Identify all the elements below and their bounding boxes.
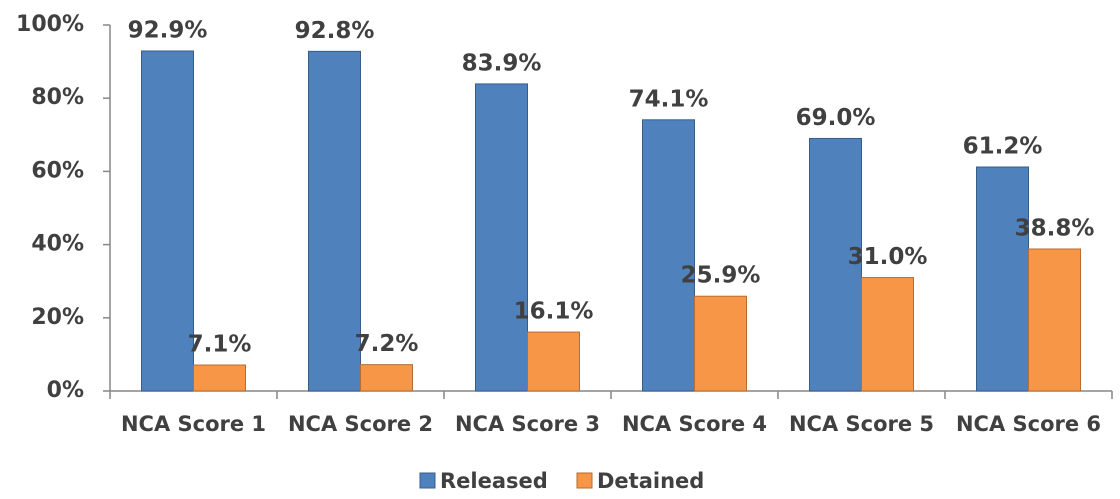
bar <box>809 137 862 392</box>
x-tick-label: NCA Score 2 <box>288 412 433 436</box>
data-label: 92.9% <box>128 17 208 43</box>
x-tick-label: NCA Score 3 <box>455 412 600 436</box>
legend-swatch <box>419 472 436 489</box>
bar <box>360 364 413 392</box>
y-tick-label: 60% <box>31 158 84 183</box>
data-label: 16.1% <box>514 299 594 325</box>
bar <box>694 295 747 392</box>
data-label: 7.1% <box>188 332 252 358</box>
y-tick-label: 40% <box>31 232 84 257</box>
data-label: 31.0% <box>848 244 928 270</box>
data-label: 92.8% <box>295 18 375 44</box>
legend-swatch <box>576 472 593 489</box>
bar <box>861 277 914 392</box>
bar <box>1028 248 1081 392</box>
x-tick-label: NCA Score 6 <box>956 412 1101 436</box>
data-label: 69.0% <box>796 105 876 131</box>
bar <box>475 83 528 392</box>
bar <box>308 50 361 392</box>
x-tick-label: NCA Score 1 <box>121 412 266 436</box>
bar <box>141 50 194 392</box>
bar <box>193 364 246 392</box>
data-label: 38.8% <box>1015 215 1095 241</box>
y-tick-label: 0% <box>47 378 84 403</box>
bar <box>642 119 695 392</box>
legend-label: Detained <box>597 469 704 493</box>
data-label: 61.2% <box>963 134 1043 160</box>
y-tick-label: 20% <box>31 305 84 330</box>
bar <box>527 331 580 392</box>
x-tick-label: NCA Score 4 <box>622 412 767 436</box>
legend-label: Released <box>440 469 548 493</box>
data-label: 74.1% <box>629 86 709 112</box>
bar <box>976 166 1029 392</box>
data-label: 7.2% <box>355 331 419 357</box>
data-label: 25.9% <box>681 263 761 289</box>
x-tick-label: NCA Score 5 <box>789 412 934 436</box>
y-tick-label: 100% <box>16 12 84 37</box>
y-tick-label: 80% <box>31 85 84 110</box>
data-label: 83.9% <box>462 50 542 76</box>
